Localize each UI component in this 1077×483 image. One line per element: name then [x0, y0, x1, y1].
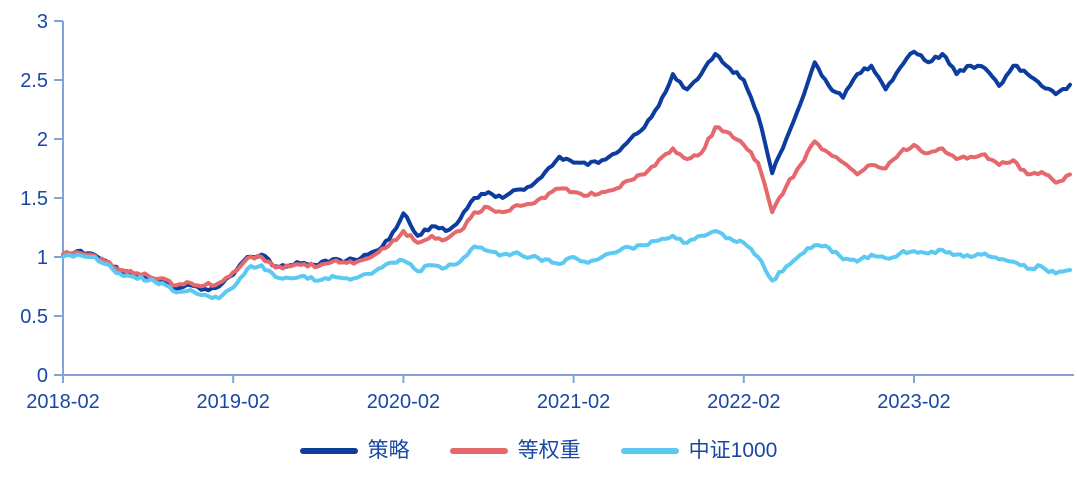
strategy-line-swatch-icon: [299, 447, 358, 454]
x-axis-ticks: 2018-02 2019-02 2020-02 2021-02 2022-02 2023-…: [26, 375, 951, 413]
series-line-0: [61, 49, 1072, 293]
csi1000-line-swatch-icon: [620, 447, 679, 454]
y-tick-label: 2: [37, 129, 48, 151]
legend-label-strategy: 策略: [367, 439, 410, 462]
series-line-2: [61, 229, 1072, 301]
y-tick-label: 1: [37, 247, 48, 269]
series-line-1: [61, 125, 1072, 289]
y-tick-label: 0: [37, 365, 48, 387]
x-tick-label: 2019-02: [196, 391, 269, 413]
x-tick-label: 2022-02: [707, 391, 780, 413]
y-tick-label: 3: [37, 11, 48, 33]
y-tick-label: 1.5: [20, 188, 48, 210]
x-tick-label: 2018-02: [26, 391, 99, 413]
legend-item-csi1000: 中证1000: [620, 439, 778, 462]
legend-item-strategy: 策略: [299, 439, 410, 462]
legend-item-equal-weight: 等权重: [449, 439, 581, 462]
axes: [62, 21, 1074, 376]
x-tick-label: 2023-02: [877, 391, 950, 413]
legend-label-equal-weight: 等权重: [517, 439, 581, 462]
y-tick-label: 0.5: [20, 306, 48, 328]
x-tick-label: 2021-02: [537, 391, 610, 413]
y-tick-label: 2.5: [20, 70, 48, 92]
x-tick-label: 2020-02: [367, 391, 440, 413]
chart-legend: 策略 等权重 中证1000: [0, 440, 1077, 461]
equal-weight-line-swatch-icon: [449, 447, 508, 454]
y-axis-ticks: 0 0.5 1 1.5 2 2.5 3: [20, 11, 63, 387]
legend-label-csi1000: 中证1000: [688, 439, 778, 462]
